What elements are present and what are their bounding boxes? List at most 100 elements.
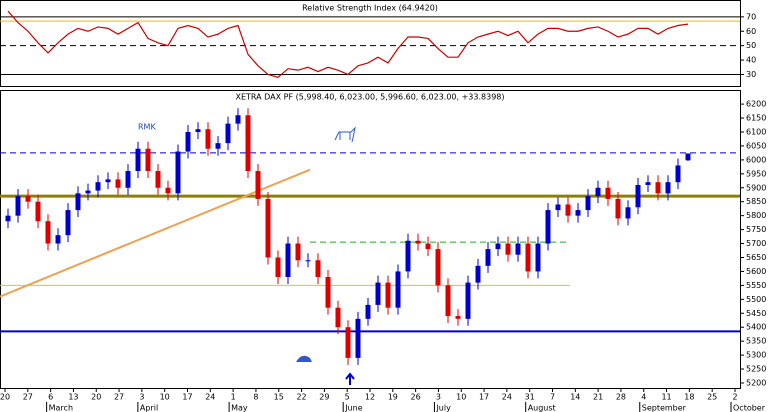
y-tick-label: 5600 (746, 267, 766, 276)
x-tick-label: 27 (23, 393, 33, 402)
month-label: June (344, 404, 363, 412)
y-tick-label: 30 (746, 70, 756, 79)
x-tick-label: 8 (253, 393, 258, 402)
candle-body (145, 148, 151, 172)
rsi-frame (0, 0, 741, 87)
candle-body (625, 207, 631, 219)
candle-body (495, 243, 501, 250)
y-tick-label: 5950 (746, 169, 766, 178)
candle-body (45, 221, 51, 244)
candle-body (355, 318, 361, 358)
rsi-line (7, 10, 689, 79)
candle-body (185, 131, 191, 152)
candle-body (465, 282, 471, 319)
candle-body (415, 240, 421, 244)
y-tick-label: 5900 (746, 183, 766, 192)
x-tick-label: 4 (641, 393, 646, 402)
candle-body (245, 115, 251, 172)
x-tick-label: 3 (139, 393, 144, 402)
x-tick-label: 24 (205, 393, 215, 402)
candle-body (135, 148, 141, 172)
candle-body (645, 182, 651, 185)
candle-body (225, 123, 231, 144)
candle-body (335, 307, 341, 328)
y-tick-label: 60 (746, 27, 756, 36)
x-tick-label: 26 (411, 393, 421, 402)
y-tick-label: 6000 (746, 155, 766, 164)
candle-body (15, 196, 21, 216)
candle-body (425, 243, 431, 250)
x-tick-label: 15 (274, 393, 284, 402)
candle-body (585, 196, 591, 211)
x-tick-label: 20 (0, 393, 10, 402)
month-label: April (140, 404, 158, 412)
x-tick-label: 14 (570, 393, 580, 402)
y-tick-label: 5400 (746, 323, 766, 332)
candle-body (5, 215, 11, 222)
y-tick-label: 6200 (746, 100, 766, 109)
x-tick-label: 12 (365, 393, 375, 402)
candle-body (575, 210, 581, 216)
y-tick-label: 6050 (746, 141, 766, 150)
y-tick-label: 5550 (746, 281, 766, 290)
candle-body (675, 165, 681, 183)
x-tick-label: 25 (707, 393, 717, 402)
candle-body (555, 204, 561, 211)
y-tick-label: 5700 (746, 239, 766, 248)
candle-body (515, 243, 521, 255)
candle-body (305, 260, 311, 262)
y-tick-label: 5300 (746, 351, 766, 360)
candle-body (95, 182, 101, 191)
x-tick-label: 18 (684, 393, 694, 402)
candle-body (365, 304, 371, 319)
candle-body (125, 171, 131, 188)
x-tick-label: 21 (593, 393, 603, 402)
x-tick-label: 2 (732, 393, 737, 402)
y-tick-label: 5750 (746, 225, 766, 234)
candle-body (605, 187, 611, 199)
candle-body (665, 182, 671, 194)
x-tick-label: 17 (182, 393, 192, 402)
month-label: March (49, 404, 73, 412)
candle-body (85, 190, 91, 194)
candle-body (595, 187, 601, 197)
candle-body (435, 249, 441, 286)
month-label: September (642, 404, 687, 412)
y-tick-label: 6150 (746, 114, 766, 123)
month-label: July (435, 404, 451, 412)
month-label: May (231, 404, 248, 412)
candle-body (295, 243, 301, 261)
y-tick-label: 5450 (746, 309, 766, 318)
candle-body (205, 129, 211, 149)
y-tick-label: 40 (746, 56, 756, 65)
x-tick-label: 28 (616, 393, 626, 402)
y-tick-label: 5850 (746, 197, 766, 206)
arrow (345, 372, 355, 385)
x-tick-label: 7 (550, 393, 555, 402)
y-tick-label: 5800 (746, 211, 766, 220)
candle-body (545, 210, 551, 244)
month-label: August (528, 404, 556, 412)
candle-body (685, 153, 691, 161)
candle-body (165, 187, 171, 194)
candle-body (395, 271, 401, 308)
candle-body (195, 129, 201, 132)
candle-body (105, 179, 111, 183)
candle-body (35, 201, 41, 222)
candle-body (505, 243, 511, 255)
y-tick-label: 70 (746, 12, 756, 21)
price-frame (0, 90, 741, 389)
candle-body (535, 243, 541, 272)
y-tick-label: 5350 (746, 337, 766, 346)
candle-body (275, 257, 281, 278)
candle-body (155, 171, 161, 188)
candle-body (405, 240, 411, 272)
y-tick-label: 50 (746, 41, 756, 50)
candle-body (565, 204, 571, 216)
x-tick-label: 3 (436, 393, 441, 402)
candle-body (175, 151, 181, 194)
annotation: RMK (138, 123, 156, 132)
y-tick-label: 6100 (746, 127, 766, 136)
y-tick-label: 5650 (746, 253, 766, 262)
